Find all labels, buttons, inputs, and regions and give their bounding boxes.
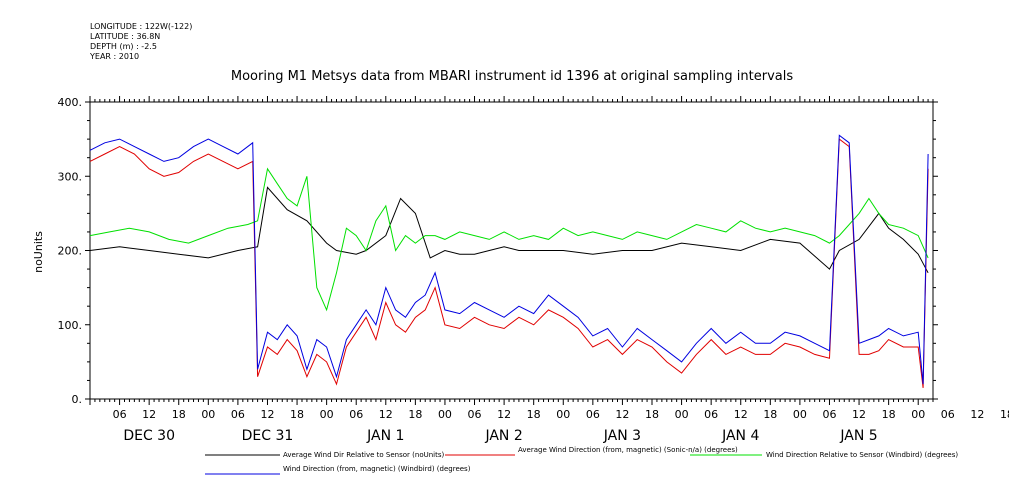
x-tick-label: 12 xyxy=(852,408,866,421)
y-tick-label: 100. xyxy=(58,319,83,332)
metadata-header: LONGITUDE : 122W(-122) LATITUDE : 36.8N … xyxy=(89,22,192,61)
y-tick-label: 0. xyxy=(72,393,83,406)
y-tick-label: 300. xyxy=(58,170,83,183)
series-lines xyxy=(89,134,929,388)
y-axis-label: noUnits xyxy=(32,231,45,273)
x-tick-label: 12 xyxy=(734,408,748,421)
x-tick-label: 12 xyxy=(615,408,629,421)
legend-label: Average Wind Direction (from, magnetic) … xyxy=(518,446,738,454)
x-tick-label: 18 xyxy=(763,408,777,421)
x-tick-label: 06 xyxy=(586,408,600,421)
x-tick-label: 06 xyxy=(231,408,245,421)
x-tick-label: 18 xyxy=(882,408,896,421)
x-tick-label: 18 xyxy=(527,408,541,421)
legend-label: Wind Direction (from, magnetic) (Windbir… xyxy=(283,465,471,473)
legend-label: Average Wind Dir Relative to Sensor (noU… xyxy=(283,451,444,459)
x-tick-label: 12 xyxy=(260,408,274,421)
x-tick-label: 18 xyxy=(1000,408,1009,421)
axes: 0. 100. 200. 300. 400. 06 12 18 00 06 12 18 00 06 12 18… xyxy=(58,96,1009,444)
longitude-label: LONGITUDE : 122W(-122) xyxy=(90,22,192,31)
x-tick-label: 00 xyxy=(793,408,807,421)
latitude-label: LATITUDE : 36.8N xyxy=(90,32,160,41)
x-tick-label: 06 xyxy=(822,408,836,421)
x-tick-label: 00 xyxy=(438,408,452,421)
x-tick-label: 06 xyxy=(349,408,363,421)
x-day-label: JAN 1 xyxy=(366,428,404,444)
x-tick-label: 00 xyxy=(911,408,925,421)
plot-area xyxy=(89,101,934,400)
x-tick-label: 00 xyxy=(201,408,215,421)
series-line-3 xyxy=(89,167,929,312)
x-tick-label: 06 xyxy=(113,408,127,421)
x-tick-label: 12 xyxy=(379,408,393,421)
x-tick-label: 06 xyxy=(704,408,718,421)
x-tick-label: 18 xyxy=(172,408,186,421)
series-line-4 xyxy=(89,134,929,385)
x-tick-label: 12 xyxy=(497,408,511,421)
x-day-label: JAN 2 xyxy=(484,428,522,444)
x-day-label: DEC 31 xyxy=(242,428,294,444)
x-day-label: JAN 3 xyxy=(603,428,641,444)
year-label: YEAR : 2010 xyxy=(89,52,139,61)
y-tick-label: 200. xyxy=(58,245,83,258)
x-tick-label: 06 xyxy=(468,408,482,421)
y-tick-label: 400. xyxy=(58,96,83,109)
depth-label: DEPTH (m) : -2.5 xyxy=(90,42,157,51)
series-line-2 xyxy=(89,138,929,388)
chart-title: Mooring M1 Metsys data from MBARI instru… xyxy=(231,69,793,84)
x-tick-label: 12 xyxy=(970,408,984,421)
x-tick-label: 18 xyxy=(290,408,304,421)
x-tick-label: 18 xyxy=(408,408,422,421)
x-tick-label: 12 xyxy=(142,408,156,421)
plot-border xyxy=(89,101,934,400)
series-line-1 xyxy=(89,186,929,274)
x-day-label: JAN 5 xyxy=(839,428,877,444)
x-day-label: DEC 30 xyxy=(123,428,175,444)
legend: Average Wind Dir Relative to Sensor (noU… xyxy=(205,446,958,475)
x-tick-label: 00 xyxy=(556,408,570,421)
x-tick-label: 00 xyxy=(675,408,689,421)
x-day-label: JAN 4 xyxy=(721,428,759,444)
legend-label: Wind Direction Relative to Sensor (Windb… xyxy=(766,451,958,459)
x-tick-label: 00 xyxy=(320,408,334,421)
x-tick-label: 06 xyxy=(941,408,955,421)
x-tick-label: 18 xyxy=(645,408,659,421)
